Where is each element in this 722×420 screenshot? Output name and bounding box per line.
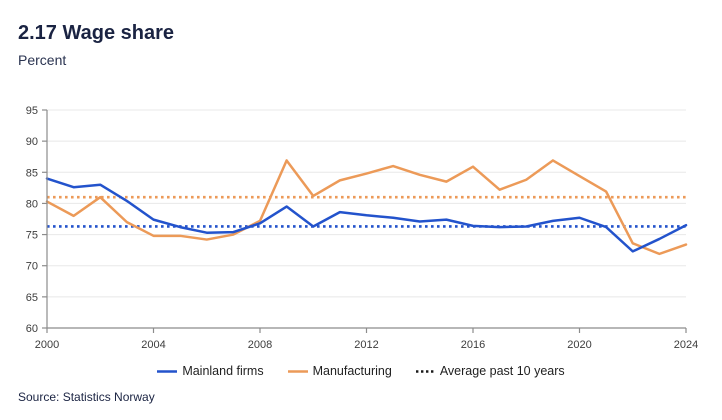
x-tick-label: 2000 (35, 339, 59, 351)
x-tick-label: 2016 (461, 339, 485, 351)
manufacturing-line-icon (287, 369, 308, 373)
dotted-line-icon (415, 369, 435, 373)
legend-item-manufacturing: Manufacturing (287, 364, 392, 378)
legend-label: Average past 10 years (439, 364, 565, 378)
legend-item-average: Average past 10 years (415, 364, 565, 378)
legend-item-mainland-firms: Mainland firms (157, 364, 264, 378)
chart-unit-label: Percent (18, 52, 67, 68)
y-tick-label: 60 (26, 323, 38, 335)
legend-label: Manufacturing (312, 364, 392, 378)
x-tick-label: 2012 (354, 339, 378, 351)
y-tick-label: 75 (26, 230, 38, 242)
chart-legend: Mainland firms Manufacturing Average pas… (0, 364, 722, 378)
manufacturing-line (45, 159, 688, 256)
x-tick-label: 2004 (141, 339, 165, 351)
wage-share-chart: 60 65 70 75 80 85 90 95 2000 2004 2008 2012 2016 2020… (26, 105, 698, 351)
mainland-firms-line (45, 177, 688, 253)
y-tick-label: 90 (26, 136, 38, 148)
axis-spine (46, 110, 686, 329)
mainland-firms-line-icon (157, 369, 178, 373)
x-tick-label: 2008 (248, 339, 272, 351)
legend-label: Mainland firms (182, 364, 264, 378)
y-tick-label: 95 (26, 105, 38, 117)
x-tick-label: 2024 (674, 339, 698, 351)
y-tick-label: 70 (26, 261, 38, 273)
y-tick-label: 80 (26, 198, 38, 210)
source-note: Source: Statistics Norway (18, 390, 155, 404)
page-title: 2.17 Wage share (18, 22, 175, 44)
y-tick-label: 85 (26, 167, 38, 179)
x-tick-label: 2020 (567, 339, 591, 351)
y-tick-label: 65 (26, 292, 38, 304)
